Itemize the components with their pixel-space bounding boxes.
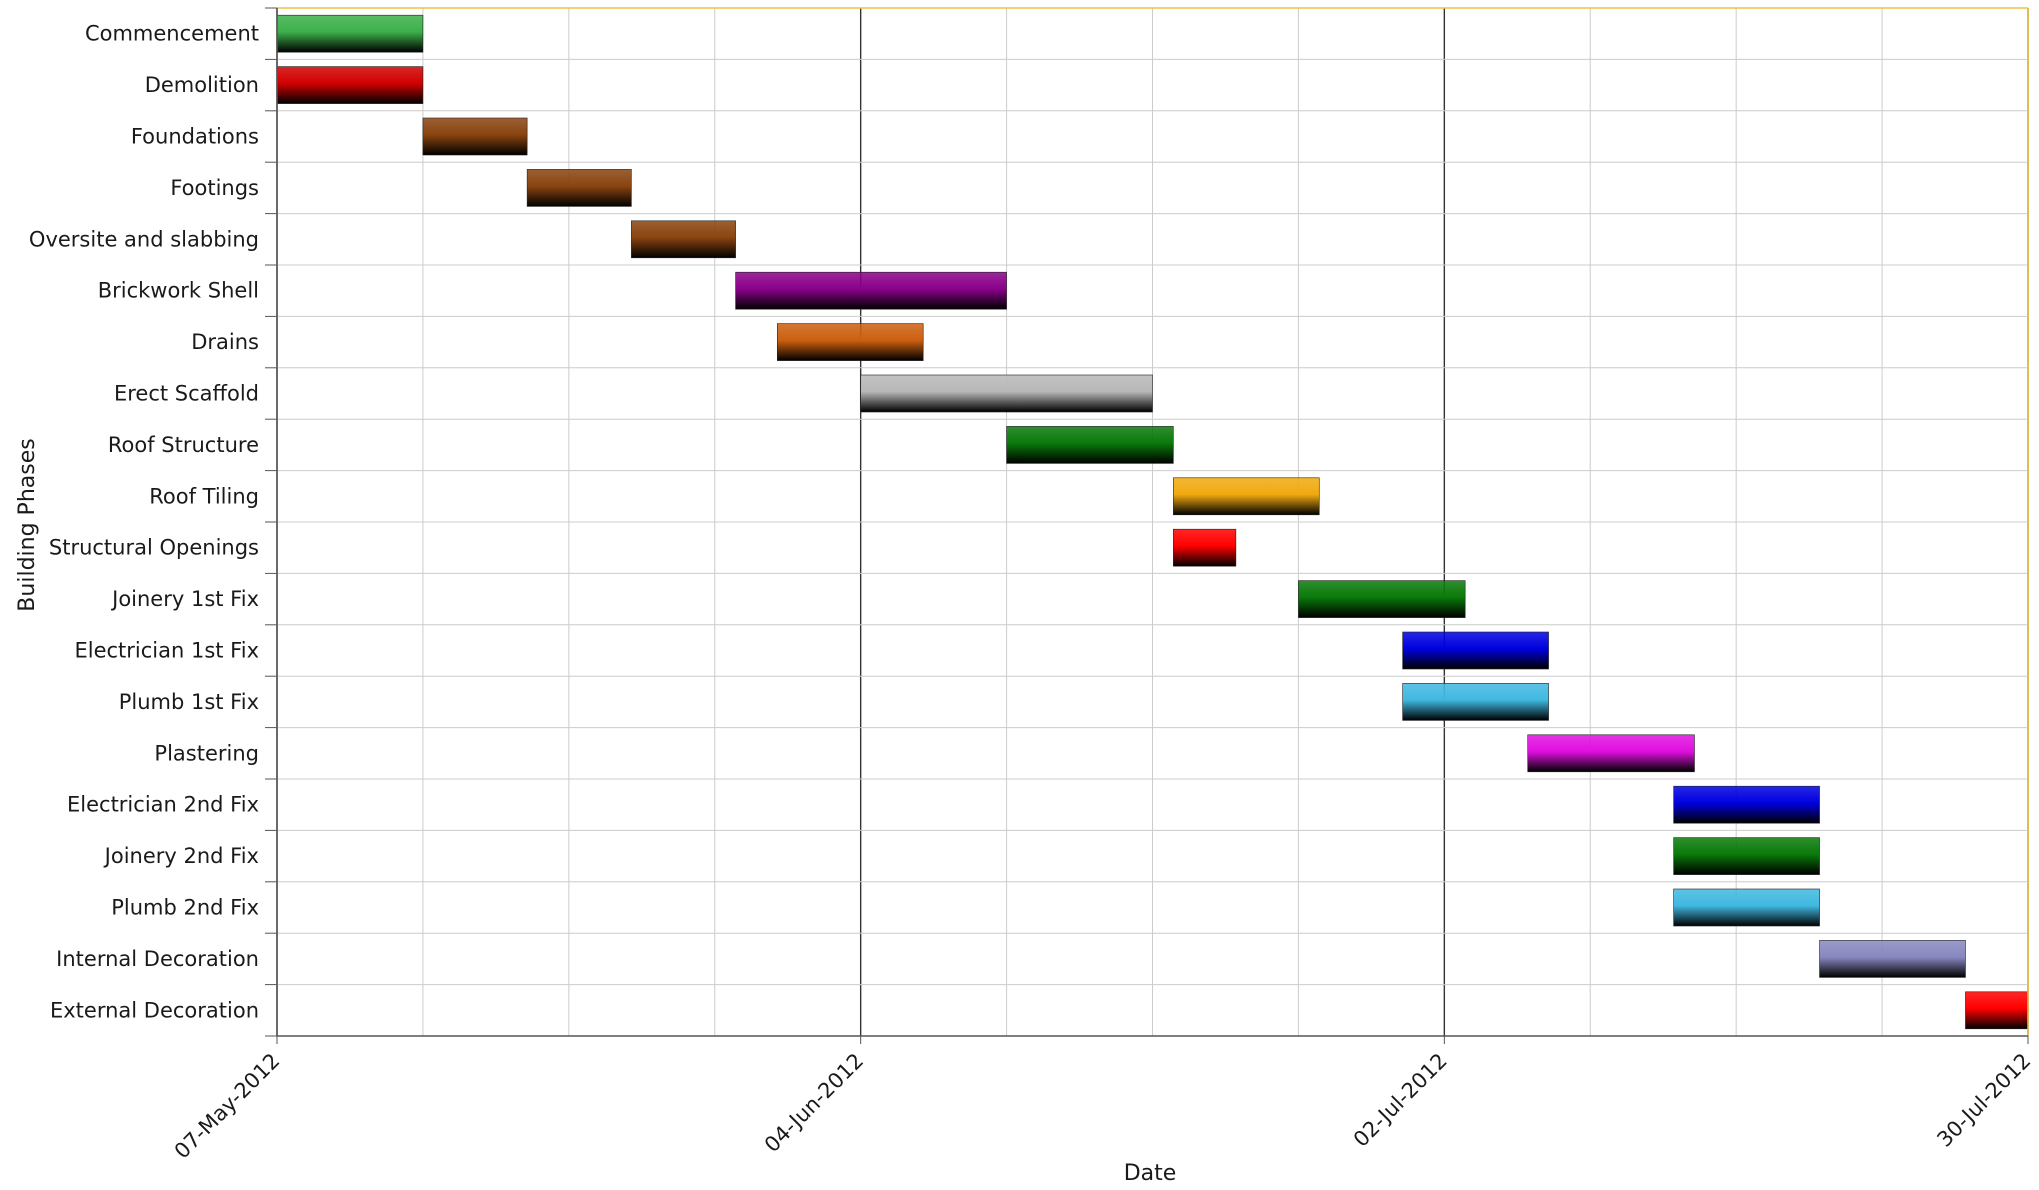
x-tick-label: 30-Jul-2012 bbox=[1932, 1049, 2035, 1152]
task-bar bbox=[776, 323, 924, 361]
task-bar bbox=[1527, 734, 1695, 773]
labels: Commencement Demolition Foundations Footing… bbox=[29, 22, 2036, 1164]
category-label: Electrician 2nd Fix bbox=[67, 793, 259, 817]
category-label: External Decoration bbox=[50, 998, 259, 1022]
category-label: Joinery 1st Fix bbox=[110, 587, 259, 611]
category-label: Plumb 2nd Fix bbox=[111, 896, 259, 920]
category-label: Brickwork Shell bbox=[98, 279, 259, 303]
task-bar bbox=[276, 14, 424, 53]
category-label: Foundations bbox=[131, 125, 259, 149]
category-label: Commencement bbox=[85, 22, 259, 46]
category-label: Plastering bbox=[154, 741, 259, 765]
category-label: Joinery 2nd Fix bbox=[103, 844, 259, 868]
x-tick-label: 02-Jul-2012 bbox=[1349, 1049, 1452, 1152]
task-bar bbox=[1673, 888, 1820, 927]
category-label: Footings bbox=[170, 176, 259, 200]
task-bar bbox=[1298, 580, 1466, 618]
task-bar bbox=[1402, 683, 1549, 721]
task-bar bbox=[860, 374, 1153, 413]
task-bar bbox=[1965, 991, 2029, 1030]
task-bar bbox=[735, 271, 1007, 310]
x-tick-label: 07-May-2012 bbox=[170, 1049, 285, 1164]
task-bar bbox=[1819, 940, 1966, 978]
category-label: Plumb 1st Fix bbox=[119, 690, 259, 714]
task-bar bbox=[422, 117, 528, 156]
task-bar bbox=[1006, 426, 1174, 464]
task-bar bbox=[1673, 785, 1820, 824]
category-label: Internal Decoration bbox=[56, 947, 259, 971]
task-bar bbox=[276, 66, 424, 104]
task-bar bbox=[631, 220, 736, 259]
x-tick-label: 04-Jun-2012 bbox=[760, 1049, 868, 1157]
category-label: Erect Scaffold bbox=[114, 382, 259, 406]
grid bbox=[276, 8, 2029, 1036]
category-label: Demolition bbox=[145, 73, 259, 97]
category-label: Structural Openings bbox=[49, 536, 259, 560]
task-bar bbox=[526, 169, 632, 207]
axes bbox=[265, 7, 2029, 1044]
bars bbox=[276, 14, 2029, 1030]
x-axis-title: Date bbox=[1124, 1161, 1177, 1186]
y-axis-title: Building Phases bbox=[15, 438, 40, 611]
task-bar bbox=[1402, 631, 1549, 670]
category-label: Oversite and slabbing bbox=[29, 227, 259, 251]
task-bar bbox=[1173, 528, 1237, 567]
category-label: Roof Tiling bbox=[149, 484, 259, 508]
category-label: Roof Structure bbox=[108, 433, 259, 457]
task-bar bbox=[1173, 477, 1320, 516]
category-label: Drains bbox=[191, 330, 259, 354]
category-label: Electrician 1st Fix bbox=[74, 639, 259, 663]
task-bar bbox=[1673, 837, 1820, 875]
